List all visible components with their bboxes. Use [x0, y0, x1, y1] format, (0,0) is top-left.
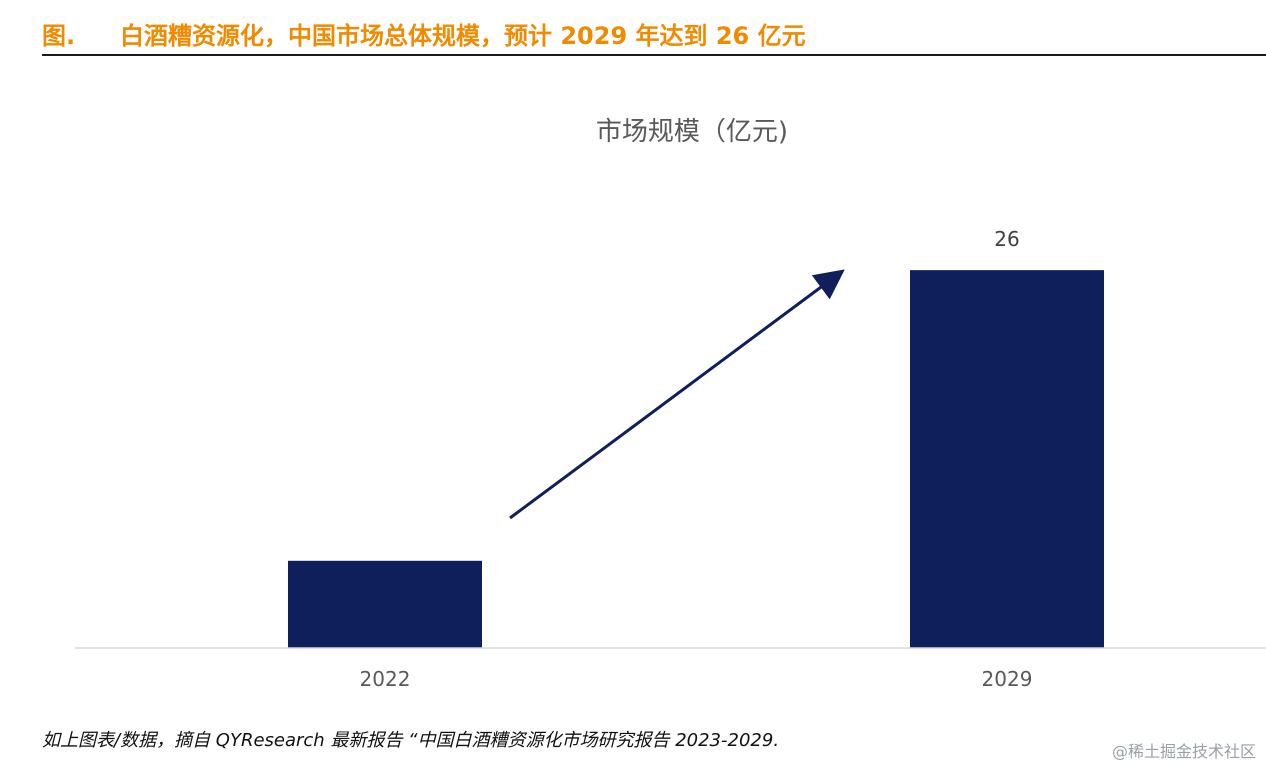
bar-2029: [910, 270, 1104, 648]
x-tick-label: 2022: [360, 667, 411, 691]
figure-label: 图.: [42, 22, 76, 50]
source-footnote: 如上图表/数据，摘自 QYResearch 最新报告 “中国白酒糟资源化市场研究…: [42, 730, 780, 751]
bar-chart: 市场规模（亿元) 2022 2029 26: [75, 117, 1266, 691]
chart-title: 市场规模（亿元): [596, 117, 788, 147]
data-label: 26: [994, 227, 1019, 251]
bar-2022: [288, 560, 482, 648]
x-tick-label: 2029: [982, 667, 1033, 691]
watermark: @稀土掘金技术社区: [1111, 742, 1256, 761]
figure-header: 图. 白酒糟资源化，中国市场总体规模，预计 2029 年达到 26 亿元: [42, 14, 1266, 56]
figure-title: 白酒糟资源化，中国市场总体规模，预计 2029 年达到 26 亿元: [120, 22, 806, 50]
trend-arrow: [509, 269, 845, 520]
